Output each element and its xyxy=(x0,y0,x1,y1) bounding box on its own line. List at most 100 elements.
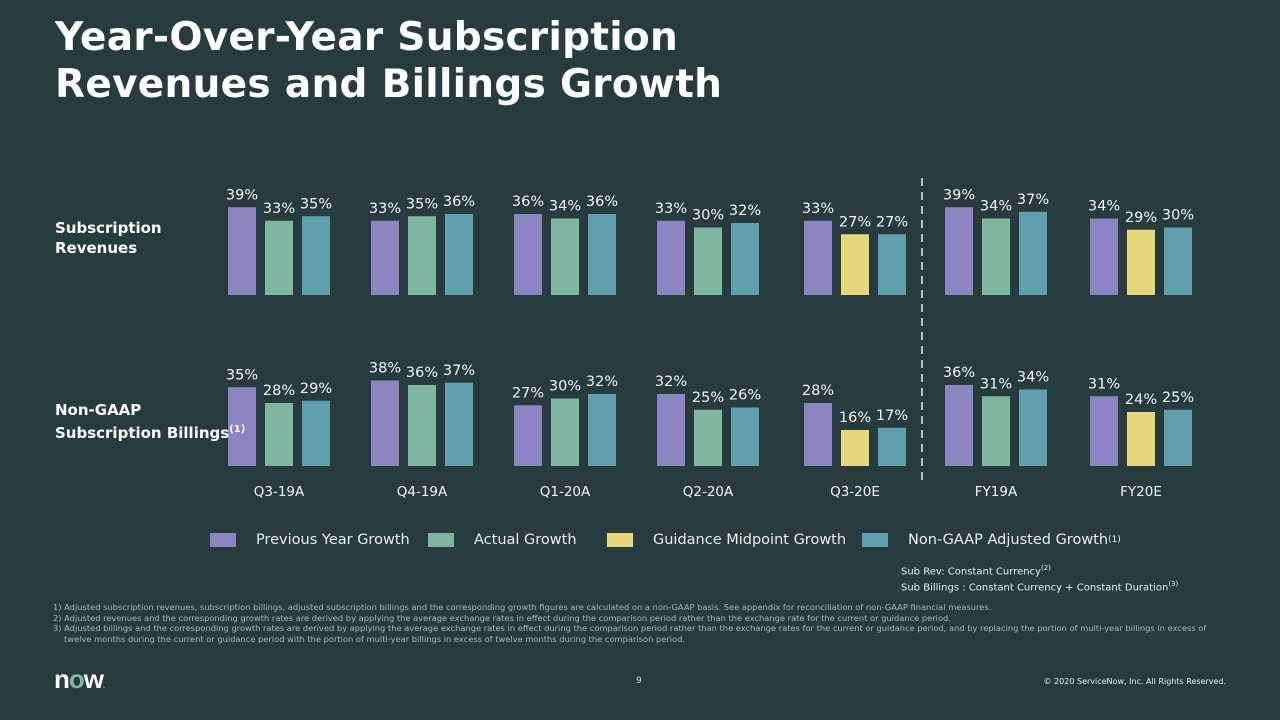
copyright: © 2020 ServiceNow, Inc. All Rights Reser… xyxy=(1043,677,1226,686)
row-label-billings: Non-GAAP Subscription Billings(1) xyxy=(55,400,245,443)
category-label: Q2-20A xyxy=(683,484,734,500)
data-label: 28% xyxy=(802,383,834,399)
page-title: Year-Over-Year Subscription Revenues and… xyxy=(55,14,722,108)
bar xyxy=(694,409,722,466)
data-label: 29% xyxy=(300,381,332,397)
bar xyxy=(265,220,293,295)
bar xyxy=(514,214,542,295)
footnote-ref: (3) xyxy=(1168,580,1179,589)
data-label: 39% xyxy=(226,187,258,203)
data-label: 35% xyxy=(406,196,438,212)
bar xyxy=(302,400,330,466)
data-label: 26% xyxy=(729,388,761,404)
bar xyxy=(1164,227,1192,295)
data-label: 16% xyxy=(839,410,871,426)
data-label: 33% xyxy=(369,201,401,217)
bar xyxy=(945,207,973,295)
legend-label: Actual Growth xyxy=(474,532,577,548)
bar xyxy=(945,385,973,466)
bar xyxy=(551,218,579,295)
legend-guidance: Guidance Midpoint Growth xyxy=(607,532,846,548)
data-label: 27% xyxy=(512,385,544,401)
data-label: 31% xyxy=(1088,376,1120,392)
bar xyxy=(228,207,256,295)
title-line-1: Year-Over-Year Subscription xyxy=(55,15,679,60)
data-label: 32% xyxy=(586,374,618,390)
bar-chart: 39% 33% 36% 33% 33% 39% 34% 33% 35% 34% 30% 27% 34% 2… xyxy=(226,178,1194,500)
bar xyxy=(228,387,256,466)
category-label: FY20E xyxy=(1120,484,1162,500)
data-label: 34% xyxy=(1017,370,1049,386)
footnote-ref: (1) xyxy=(1108,535,1121,545)
title-line-2: Revenues and Billings Growth xyxy=(55,62,723,107)
data-label: 29% xyxy=(1125,210,1157,226)
legend-label: Previous Year Growth xyxy=(256,532,410,548)
data-label: 39% xyxy=(943,187,975,203)
bar xyxy=(731,407,759,466)
data-label: 27% xyxy=(839,214,871,230)
category-label: Q3-20E xyxy=(830,484,880,500)
legend-label: Guidance Midpoint Growth xyxy=(653,532,847,548)
bar xyxy=(408,385,436,466)
note-line: Sub Rev: Constant Currency xyxy=(901,566,1041,578)
legend-actual: Actual Growth xyxy=(428,532,577,548)
bar xyxy=(445,382,473,466)
bar xyxy=(982,396,1010,466)
footnote: 2) Adjusted revenues and the correspondi… xyxy=(53,612,951,623)
data-label: 36% xyxy=(943,365,975,381)
bar xyxy=(551,398,579,466)
data-label: 36% xyxy=(443,194,475,210)
data-label: 28% xyxy=(263,383,295,399)
bar xyxy=(657,394,685,466)
bar xyxy=(371,220,399,295)
bar xyxy=(445,214,473,295)
bar xyxy=(1090,218,1118,295)
data-label: 17% xyxy=(876,408,908,424)
bar xyxy=(878,427,906,466)
data-label: 35% xyxy=(226,367,258,383)
data-label: 33% xyxy=(655,201,687,217)
data-label: 32% xyxy=(655,374,687,390)
row-label-line: Revenues xyxy=(55,239,138,257)
category-label: FY19A xyxy=(975,484,1018,500)
data-label: 36% xyxy=(512,194,544,210)
bar xyxy=(588,394,616,466)
footnotes: 1) Adjusted subscription revenues, subsc… xyxy=(53,602,1233,644)
bar xyxy=(731,223,759,295)
legend-swatch xyxy=(210,533,236,547)
bar xyxy=(588,214,616,295)
bar xyxy=(514,405,542,466)
category-label: Q4-19A xyxy=(397,484,448,500)
bar xyxy=(408,216,436,295)
bar xyxy=(804,220,832,295)
data-label: 24% xyxy=(1125,392,1157,408)
bar xyxy=(1127,412,1155,466)
data-label: 37% xyxy=(1017,192,1049,208)
bar xyxy=(804,403,832,466)
row-label-line: Non-GAAP xyxy=(55,401,142,419)
data-label: 30% xyxy=(1162,208,1194,224)
data-label: 27% xyxy=(876,214,908,230)
bar xyxy=(371,380,399,466)
row-label-line: Subscription Billings xyxy=(55,424,230,442)
servicenow-logo: now. xyxy=(54,664,105,694)
data-label: 33% xyxy=(263,201,295,217)
footnote-ref: (2) xyxy=(1040,564,1051,572)
category-label: Q3-19A xyxy=(254,484,305,500)
bar xyxy=(1019,389,1047,466)
legend-previous: Previous Year Growth xyxy=(210,532,410,548)
legend-swatch xyxy=(607,533,633,547)
legend-label: Non-GAAP Adjusted Growth xyxy=(908,532,1109,548)
data-label: 30% xyxy=(692,208,724,224)
data-label: 32% xyxy=(729,203,761,219)
category-label: Q1-20A xyxy=(540,484,591,500)
bar xyxy=(302,216,330,295)
data-label: 36% xyxy=(586,194,618,210)
data-label: 35% xyxy=(300,196,332,212)
bar xyxy=(1164,409,1192,466)
data-label: 36% xyxy=(406,365,438,381)
bar xyxy=(1127,229,1155,295)
bar xyxy=(982,218,1010,295)
data-label: 25% xyxy=(692,390,724,406)
row-label-subscription-revenues: Subscription Revenues xyxy=(55,218,162,258)
